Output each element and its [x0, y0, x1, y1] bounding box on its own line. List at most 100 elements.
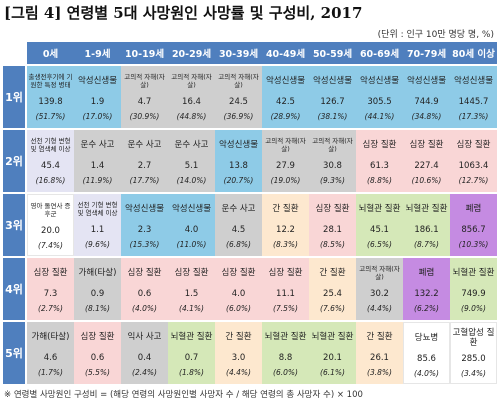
- death-rate: 186.1: [414, 225, 439, 235]
- cause-name: 가해(타살): [31, 332, 70, 342]
- share-percent: (34.8%): [411, 112, 442, 121]
- footnote: ※ 연령별 사망원인 구성비 = (해당 연령의 사망원인별 사망자 수 / 해…: [4, 390, 363, 400]
- share-percent: (8.8%): [367, 176, 392, 185]
- share-percent: (8.1%): [85, 304, 110, 313]
- cause-cell: 고의적 자해(자살) 24.5 (36.9%): [215, 66, 262, 128]
- share-percent: (11.9%): [82, 176, 113, 185]
- cause-name: 심장 질환: [456, 140, 491, 150]
- cause-name: 출생전후기에 기원한 특정 병태: [28, 73, 73, 89]
- cause-cell: 뇌혈관 질환 0.7 (1.8%): [168, 322, 215, 384]
- cause-name: 고혈압성 질환: [452, 328, 495, 348]
- rank-label: 2위: [3, 130, 25, 192]
- share-percent: (20.7%): [223, 176, 254, 185]
- cause-name: 고의적 자해(자살): [265, 137, 306, 153]
- cause-cell: 영아 돌연사 증후군 20.0 (7.4%): [27, 194, 74, 256]
- death-rate: 744.9: [414, 97, 439, 107]
- cause-cell: 익사 사고 0.4 (2.4%): [121, 322, 168, 384]
- share-percent: (4.1%): [179, 304, 204, 313]
- death-rate: 13.8: [229, 161, 248, 171]
- cause-name: 고의적 자해(자살): [218, 73, 259, 89]
- age-header: 40-49세: [262, 42, 309, 64]
- cause-name: 뇌혈관 질환: [452, 268, 495, 278]
- cause-cell: 운수 사고 4.5 (6.8%): [215, 194, 262, 256]
- cause-cell: 가해(타살) 4.6 (1.7%): [27, 322, 74, 384]
- death-rate: 1.9: [90, 97, 105, 107]
- death-rate: 42.5: [276, 97, 295, 107]
- death-rate: 26.1: [370, 353, 389, 363]
- cause-cell: 당뇨병 85.6 (4.0%): [403, 322, 450, 384]
- share-percent: (14.0%): [176, 176, 207, 185]
- cause-cell: 운수 사고 5.1 (14.0%): [168, 130, 215, 192]
- cause-cell: 심장 질환 7.3 (2.7%): [27, 258, 74, 320]
- cause-cell: 고의적 자해(자살) 30.2 (4.4%): [356, 258, 403, 320]
- share-percent: (28.9%): [270, 112, 301, 121]
- death-rate: 27.9: [276, 161, 295, 171]
- cause-name: 익사 사고: [127, 332, 162, 342]
- cause-cell: 가해(타살) 0.9 (8.1%): [74, 258, 121, 320]
- death-rate: 25.4: [323, 289, 342, 299]
- share-percent: (8.5%): [320, 240, 345, 249]
- share-percent: (4.4%): [367, 304, 392, 313]
- share-percent: (8.7%): [414, 240, 439, 249]
- cause-cell: 심장 질환 4.0 (6.0%): [215, 258, 262, 320]
- cause-cell: 간 질환 3.0 (4.4%): [215, 322, 262, 384]
- cause-cell: 악성신생물 305.5 (44.1%): [356, 66, 403, 128]
- cause-name: 심장 질환: [315, 204, 350, 214]
- death-rate: 28.1: [323, 225, 342, 235]
- share-percent: (6.0%): [226, 304, 251, 313]
- death-rate: 1063.4: [458, 161, 489, 171]
- share-percent: (15.3%): [129, 240, 160, 249]
- death-rate: 11.1: [276, 289, 295, 299]
- share-percent: (12.7%): [458, 176, 489, 185]
- share-percent: (6.2%): [414, 304, 439, 313]
- cause-cell: 심장 질환 0.6 (5.5%): [74, 322, 121, 384]
- share-percent: (44.1%): [364, 112, 395, 121]
- cause-cell: 악성신생물 42.5 (28.9%): [262, 66, 309, 128]
- rank-label: 5위: [3, 322, 25, 384]
- death-rate: 0.4: [137, 353, 152, 363]
- cause-cell: 간 질환 26.1 (3.8%): [356, 322, 403, 384]
- share-percent: (44.8%): [176, 112, 207, 121]
- death-rate: 20.0: [41, 226, 60, 236]
- share-percent: (9.6%): [85, 240, 110, 249]
- share-percent: (7.5%): [273, 304, 298, 313]
- cause-cell: 심장 질환 1063.4 (12.7%): [450, 130, 497, 192]
- cause-cell: 간 질환 12.2 (8.3%): [262, 194, 309, 256]
- cause-cell: 심장 질환 0.6 (4.0%): [121, 258, 168, 320]
- cause-cell: 고의적 자해(자살) 16.4 (44.8%): [168, 66, 215, 128]
- death-rate: 227.4: [414, 161, 439, 171]
- figure-title: [그림 4] 연령별 5대 사망원인 사망률 및 구성비, 2017: [4, 4, 363, 22]
- share-percent: (8.3%): [273, 240, 298, 249]
- death-rate: 16.4: [182, 97, 201, 107]
- cause-name: 악성신생물: [312, 76, 353, 86]
- cause-cell: 선천 기형 변형 및 염색체 이상 45.4 (16.8%): [27, 130, 74, 192]
- cause-cell: 고의적 자해(자살) 4.7 (30.9%): [121, 66, 168, 128]
- death-rate: 30.2: [370, 289, 389, 299]
- cause-cell: 출생전후기에 기원한 특정 병태 139.8 (51.7%): [27, 66, 74, 128]
- age-header: 30-39세: [215, 42, 262, 64]
- cause-cell: 심장 질환 61.3 (8.8%): [356, 130, 403, 192]
- cause-name: 고의적 자해(자살): [312, 137, 353, 153]
- share-percent: (9.0%): [461, 304, 486, 313]
- death-rate: 2.3: [137, 225, 152, 235]
- share-percent: (7.6%): [320, 304, 345, 313]
- age-header: 1-9세: [74, 42, 121, 64]
- share-percent: (4.0%): [132, 304, 157, 313]
- death-rate: 45.1: [370, 225, 389, 235]
- death-rate: 1445.7: [458, 97, 489, 107]
- share-percent: (51.7%): [35, 112, 66, 121]
- cause-name: 간 질환: [366, 332, 393, 342]
- cause-name: 고의적 자해(자살): [124, 73, 165, 89]
- share-percent: (11.0%): [176, 240, 207, 249]
- age-header: 50-59세: [309, 42, 356, 64]
- death-rate: 1.5: [184, 289, 199, 299]
- age-header: 10-19세: [121, 42, 168, 64]
- cause-name: 폐렴: [418, 268, 435, 278]
- cause-cell: 선천 기형 변형 및 염색체 이상 1.1 (9.6%): [74, 194, 121, 256]
- rank-label: 4위: [3, 258, 25, 320]
- share-percent: (36.9%): [223, 112, 254, 121]
- age-header: 60-69세: [356, 42, 403, 64]
- death-rate: 749.9: [461, 289, 486, 299]
- share-percent: (2.4%): [132, 368, 157, 377]
- cause-cell: 심장 질환 1.5 (4.1%): [168, 258, 215, 320]
